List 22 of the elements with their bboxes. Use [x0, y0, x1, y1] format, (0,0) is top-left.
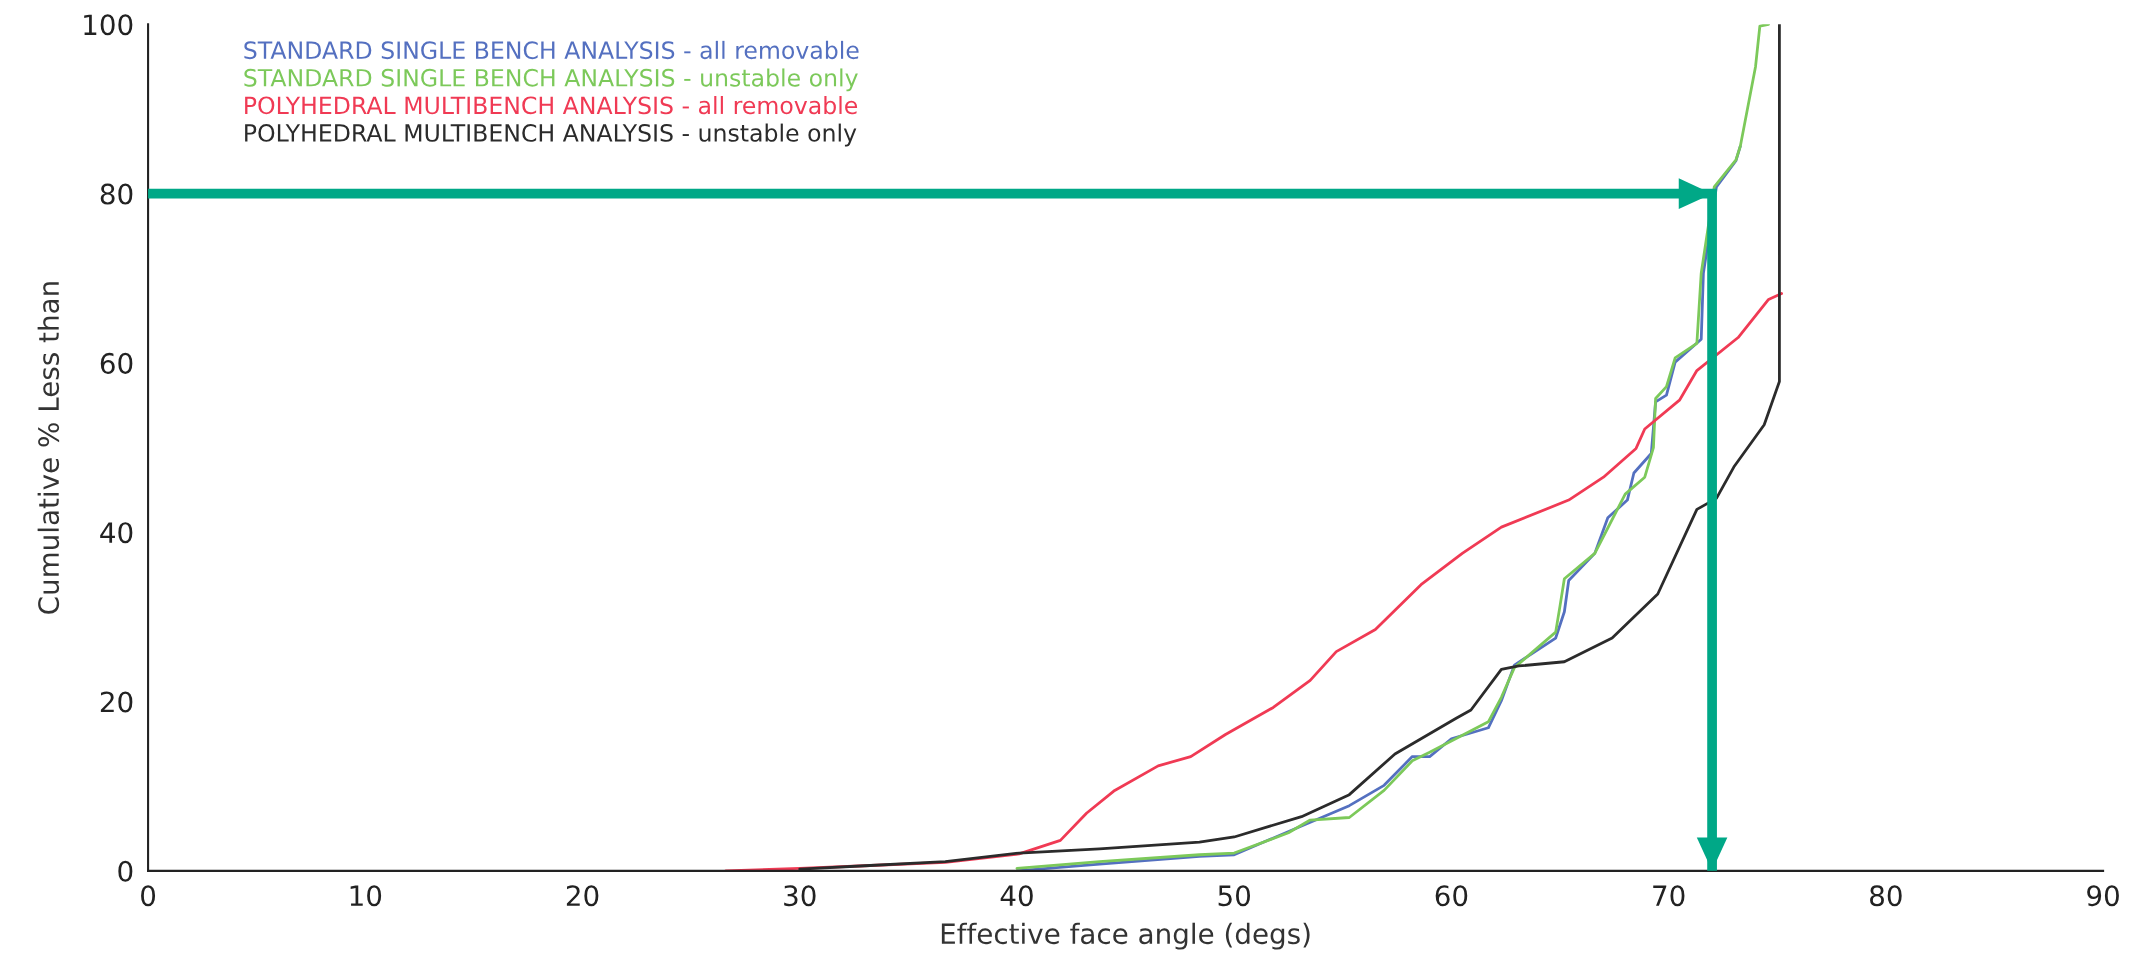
y-tick-label: 60 [100, 352, 133, 374]
x-tick-label: 30 [784, 885, 816, 907]
text: POLYHEDRAL MULTIBENCH ANALYSIS - unstable only [245, 123, 857, 147]
y-tick-label: 80 [100, 183, 133, 205]
y-tick-label: 20 [100, 691, 133, 713]
x-tick-label: 90 [2087, 885, 2119, 907]
x-tick-label: 10 [350, 885, 382, 907]
x-tick-label: 60 [1435, 885, 1468, 907]
text: POLYHEDRAL MULTIBENCH ANALYSIS - all removable [245, 96, 858, 115]
x-tick-label: 70 [1653, 885, 1685, 907]
y-tick-label: 0 [118, 860, 133, 882]
x-axis-title: Effective face angle (degs) [941, 922, 1310, 950]
x-tick-label: 0 [141, 885, 156, 907]
x-tick-label: 50 [1218, 885, 1251, 907]
x-tick-label: 40 [1000, 885, 1033, 907]
y-tick-label: 40 [100, 522, 133, 544]
x-tick-label: 20 [566, 885, 599, 907]
text: STANDARD SINGLE BENCH ANALYSIS - all removable [244, 40, 859, 60]
text: STANDARD SINGLE BENCH ANALYSIS - unstable only [244, 68, 858, 92]
y-axis-title: Cumulative % Less than [37, 282, 60, 614]
x-tick-label: 80 [1870, 885, 1902, 907]
y-tick-label: 100 [84, 14, 133, 36]
